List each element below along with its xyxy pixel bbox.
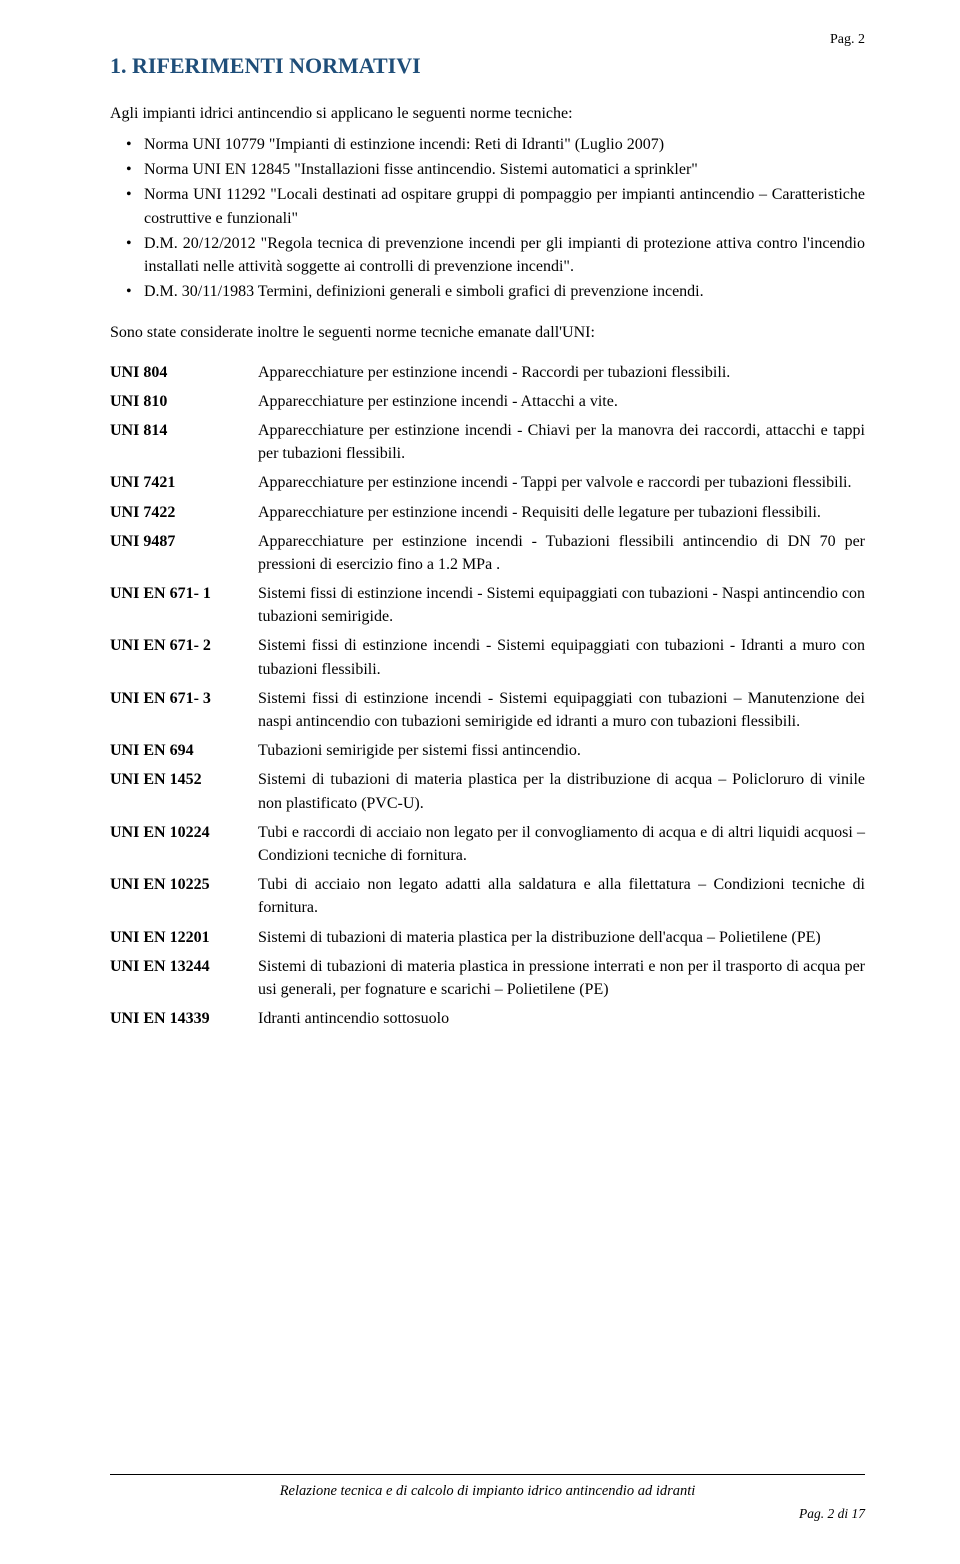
std-term: UNI 7421 [110, 471, 248, 494]
std-term: UNI 814 [110, 419, 248, 465]
std-term: UNI EN 671- 1 [110, 582, 248, 628]
std-def: Tubi e raccordi di acciaio non legato pe… [258, 821, 865, 867]
std-term: UNI EN 14339 [110, 1007, 248, 1030]
std-def: Apparecchiature per estinzione incendi -… [258, 419, 865, 465]
norm-item: Norma UNI EN 12845 "Installazioni fisse … [144, 158, 865, 181]
consider-text: Sono state considerate inoltre le seguen… [110, 321, 865, 344]
std-def: Idranti antincendio sottosuolo [258, 1007, 865, 1030]
norms-list: Norma UNI 10779 "Impianti di estinzione … [110, 133, 865, 303]
std-def: Sistemi fissi di estinzione incendi - Si… [258, 582, 865, 628]
std-term: UNI 804 [110, 361, 248, 384]
norm-item: D.M. 20/12/2012 "Regola tecnica di preve… [144, 232, 865, 278]
std-term: UNI EN 10224 [110, 821, 248, 867]
std-term: UNI EN 671- 3 [110, 687, 248, 733]
std-term: UNI EN 13244 [110, 955, 248, 1001]
std-def: Sistemi fissi di estinzione incendi - Si… [258, 687, 865, 733]
norm-item: Norma UNI 10779 "Impianti di estinzione … [144, 133, 865, 156]
std-def: Sistemi di tubazioni di materia plastica… [258, 768, 865, 814]
std-term: UNI EN 1452 [110, 768, 248, 814]
standards-table: UNI 804 Apparecchiature per estinzione in… [110, 361, 865, 1031]
footer-page-number: Pag. 2 di 17 [110, 1504, 865, 1524]
norm-item: D.M. 30/11/1983 Termini, definizioni gen… [144, 280, 865, 303]
std-term: UNI 810 [110, 390, 248, 413]
std-def: Apparecchiature per estinzione incendi -… [258, 471, 865, 494]
std-term: UNI EN 12201 [110, 926, 248, 949]
std-def: Sistemi di tubazioni di materia plastica… [258, 926, 865, 949]
std-term: UNI EN 10225 [110, 873, 248, 919]
footer-rule [110, 1474, 865, 1475]
intro-text: Agli impianti idrici antincendio si appl… [110, 102, 865, 125]
footer: Relazione tecnica e di calcolo di impian… [110, 1474, 865, 1524]
std-term: UNI 7422 [110, 501, 248, 524]
std-def: Apparecchiature per estinzione incendi -… [258, 530, 865, 576]
std-def: Apparecchiature per estinzione incendi -… [258, 501, 865, 524]
std-def: Apparecchiature per estinzione incendi -… [258, 390, 865, 413]
std-def: Tubazioni semirigide per sistemi fissi a… [258, 739, 865, 762]
std-def: Sistemi fissi di estinzione incendi - Si… [258, 634, 865, 680]
std-def: Sistemi di tubazioni di materia plastica… [258, 955, 865, 1001]
footer-title: Relazione tecnica e di calcolo di impian… [110, 1481, 865, 1502]
std-term: UNI EN 671- 2 [110, 634, 248, 680]
norm-item: Norma UNI 11292 "Locali destinati ad osp… [144, 183, 865, 229]
std-def: Apparecchiature per estinzione incendi -… [258, 361, 865, 384]
std-def: Tubi di acciaio non legato adatti alla s… [258, 873, 865, 919]
std-term: UNI 9487 [110, 530, 248, 576]
std-term: UNI EN 694 [110, 739, 248, 762]
section-heading: 1. RIFERIMENTI NORMATIVI [110, 50, 865, 82]
page-number-top: Pag. 2 [830, 30, 865, 50]
